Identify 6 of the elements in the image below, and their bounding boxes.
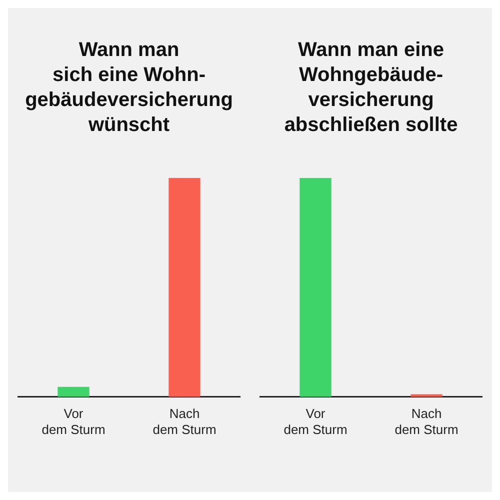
chart-title: Wann man eine Wohngebäude- versicherung abschließen sollte xyxy=(284,39,458,136)
x-tick-label: Nach dem Sturm xyxy=(394,406,458,437)
x-tick-label: Nach dem Sturm xyxy=(152,406,216,437)
x-tick-label: Vor dem Sturm xyxy=(42,406,106,437)
chart-title: Wann man sich eine Wohn- gebäudeversicherung wünscht xyxy=(25,39,233,136)
x-tick-label: Vor dem Sturm xyxy=(284,406,348,437)
